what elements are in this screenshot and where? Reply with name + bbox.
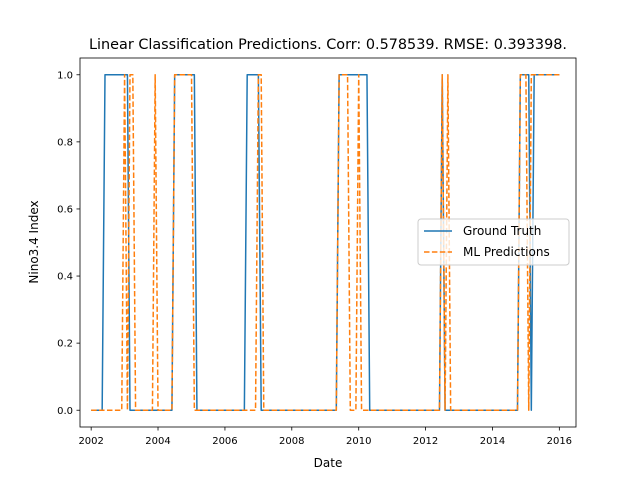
chart-title: Linear Classification Predictions. Corr:…: [89, 37, 567, 53]
y-tick-label: 0.0: [57, 406, 73, 417]
y-tick-label: 0.6: [57, 205, 73, 216]
y-axis-ticks: 0.0 0.2 0.4 0.6 0.8 1.0: [57, 70, 80, 417]
x-tick-label: 2016: [547, 436, 572, 447]
x-tick-label: 2010: [346, 436, 371, 447]
series-line-ml-predictions: [91, 74, 560, 411]
x-axis-label: Date: [314, 456, 343, 470]
x-tick-label: 2006: [212, 436, 237, 447]
y-tick-label: 0.8: [57, 137, 73, 148]
legend-label-ml-predictions: ML Predictions: [463, 245, 550, 259]
plot-lines: [91, 74, 560, 411]
y-axis-label: Nino3.4 Index: [27, 200, 41, 283]
x-tick-label: 2008: [279, 436, 304, 447]
y-tick-label: 1.0: [57, 70, 73, 81]
legend-box: [417, 218, 570, 266]
y-tick-label: 0.2: [57, 339, 73, 350]
x-tick-label: 2012: [413, 436, 438, 447]
x-tick-label: 2004: [145, 436, 170, 447]
x-axis-ticks: 2002 2004 2006 2008 2010 2012 2014 2016: [78, 427, 572, 447]
y-tick-label: 0.4: [57, 272, 73, 283]
plot-frame: [79, 57, 577, 428]
x-tick-label: 2014: [480, 436, 505, 447]
legend: Ground Truth ML Predictions: [417, 218, 570, 266]
legend-label-ground-truth: Ground Truth: [463, 224, 541, 238]
x-tick-label: 2002: [78, 436, 103, 447]
